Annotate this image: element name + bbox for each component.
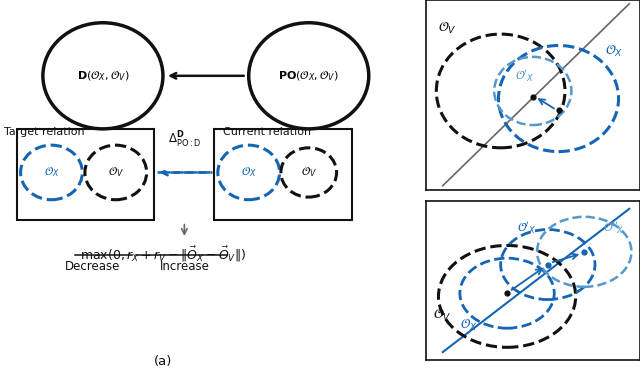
Text: $\mathcal{O}_X$: $\mathcal{O}_X$ bbox=[460, 318, 477, 333]
Text: $\mathcal{O}_X$: $\mathcal{O}_X$ bbox=[241, 166, 257, 179]
Text: $\mathcal{O}_X$: $\mathcal{O}_X$ bbox=[44, 166, 60, 179]
Text: $\mathbf{D}(\mathcal{O}_X,\mathcal{O}_V)$: $\mathbf{D}(\mathcal{O}_X,\mathcal{O}_V)… bbox=[77, 69, 129, 83]
Text: Current relation: Current relation bbox=[223, 127, 311, 137]
Text: (a): (a) bbox=[154, 355, 172, 368]
Circle shape bbox=[249, 23, 369, 129]
Circle shape bbox=[43, 23, 163, 129]
FancyBboxPatch shape bbox=[214, 129, 351, 220]
Text: $\mathcal{O}_V$: $\mathcal{O}_V$ bbox=[301, 166, 317, 179]
Text: $\mathcal{O}'_X$: $\mathcal{O}'_X$ bbox=[516, 220, 536, 236]
Text: (b): (b) bbox=[524, 208, 542, 221]
Text: $\mathcal{O}_V$: $\mathcal{O}_V$ bbox=[108, 166, 124, 179]
FancyBboxPatch shape bbox=[17, 129, 154, 220]
Text: $\mathcal{O}'_X$: $\mathcal{O}'_X$ bbox=[515, 67, 534, 84]
Text: $\mathbf{PO}(\mathcal{O}_X,\mathcal{O}_V)$: $\mathbf{PO}(\mathcal{O}_X,\mathcal{O}_V… bbox=[278, 69, 339, 83]
Text: $\mathcal{O}_V$: $\mathcal{O}_V$ bbox=[438, 21, 456, 36]
Text: $\Delta^{\mathbf{D}}_{\mathrm{PO:D}}$: $\Delta^{\mathbf{D}}_{\mathrm{PO:D}}$ bbox=[168, 130, 201, 150]
Text: $\mathcal{O}''_X$: $\mathcal{O}''_X$ bbox=[604, 220, 625, 236]
Text: $\mathcal{O}_X$: $\mathcal{O}_X$ bbox=[605, 44, 623, 59]
Text: Target relation: Target relation bbox=[4, 127, 85, 137]
Text: Decrease: Decrease bbox=[65, 260, 120, 273]
Text: Increase: Increase bbox=[159, 260, 209, 273]
Text: $\mathcal{O}_V$: $\mathcal{O}_V$ bbox=[433, 308, 452, 323]
Text: $\max(0,r_X+r_V-\|\vec{O}_X-\vec{O}_V\|)$: $\max(0,r_X+r_V-\|\vec{O}_X-\vec{O}_V\|)… bbox=[80, 244, 246, 264]
